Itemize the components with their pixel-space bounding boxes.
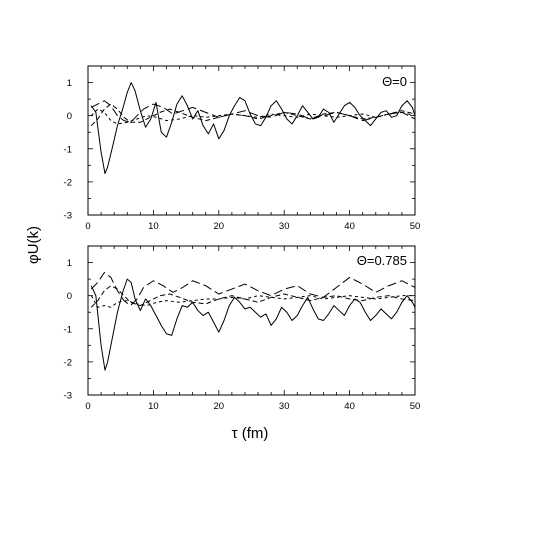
x-tick-label: 40 — [344, 221, 355, 232]
x-tick-label: 20 — [214, 221, 225, 232]
x-tick-label: 0 — [85, 401, 90, 412]
y-tick-label: 0 — [67, 111, 72, 122]
x-tick-label: 0 — [85, 221, 90, 232]
y-axis-title: φU(k) — [25, 226, 42, 264]
series-line-long — [90, 271, 416, 307]
x-tick-label: 30 — [279, 401, 290, 412]
series-line-medium — [90, 285, 416, 308]
x-axis-title: τ (fm) — [232, 425, 269, 442]
x-tick-label: 10 — [148, 221, 159, 232]
y-tick-label: -1 — [64, 144, 72, 155]
y-tick-label: 1 — [67, 78, 72, 89]
plot-frame-bottom — [87, 245, 416, 396]
x-tick-label: 40 — [344, 401, 355, 412]
y-tick-label: -2 — [64, 357, 72, 368]
x-tick-label: 30 — [279, 221, 290, 232]
series-line-short — [90, 295, 415, 308]
x-tick-label: 10 — [148, 401, 159, 412]
panel-label-bottom: Θ=0.785 — [357, 253, 407, 268]
x-tick-label: 50 — [410, 401, 421, 412]
x-tick-label: 20 — [214, 401, 225, 412]
y-tick-label: -2 — [64, 177, 72, 188]
x-tick-label: 50 — [410, 221, 421, 232]
panel-label-top: Θ=0 — [382, 74, 407, 89]
y-tick-label: -1 — [64, 324, 72, 335]
plot-frame-top — [87, 65, 416, 216]
series-line-medium — [90, 103, 416, 126]
series-line-short — [90, 108, 416, 125]
series-line-solid — [90, 82, 416, 175]
series-line-solid — [90, 278, 416, 371]
y-tick-label: 0 — [67, 291, 72, 302]
y-tick-label: -3 — [64, 391, 72, 402]
y-tick-label: -3 — [64, 211, 72, 222]
y-tick-label: 1 — [67, 258, 72, 269]
